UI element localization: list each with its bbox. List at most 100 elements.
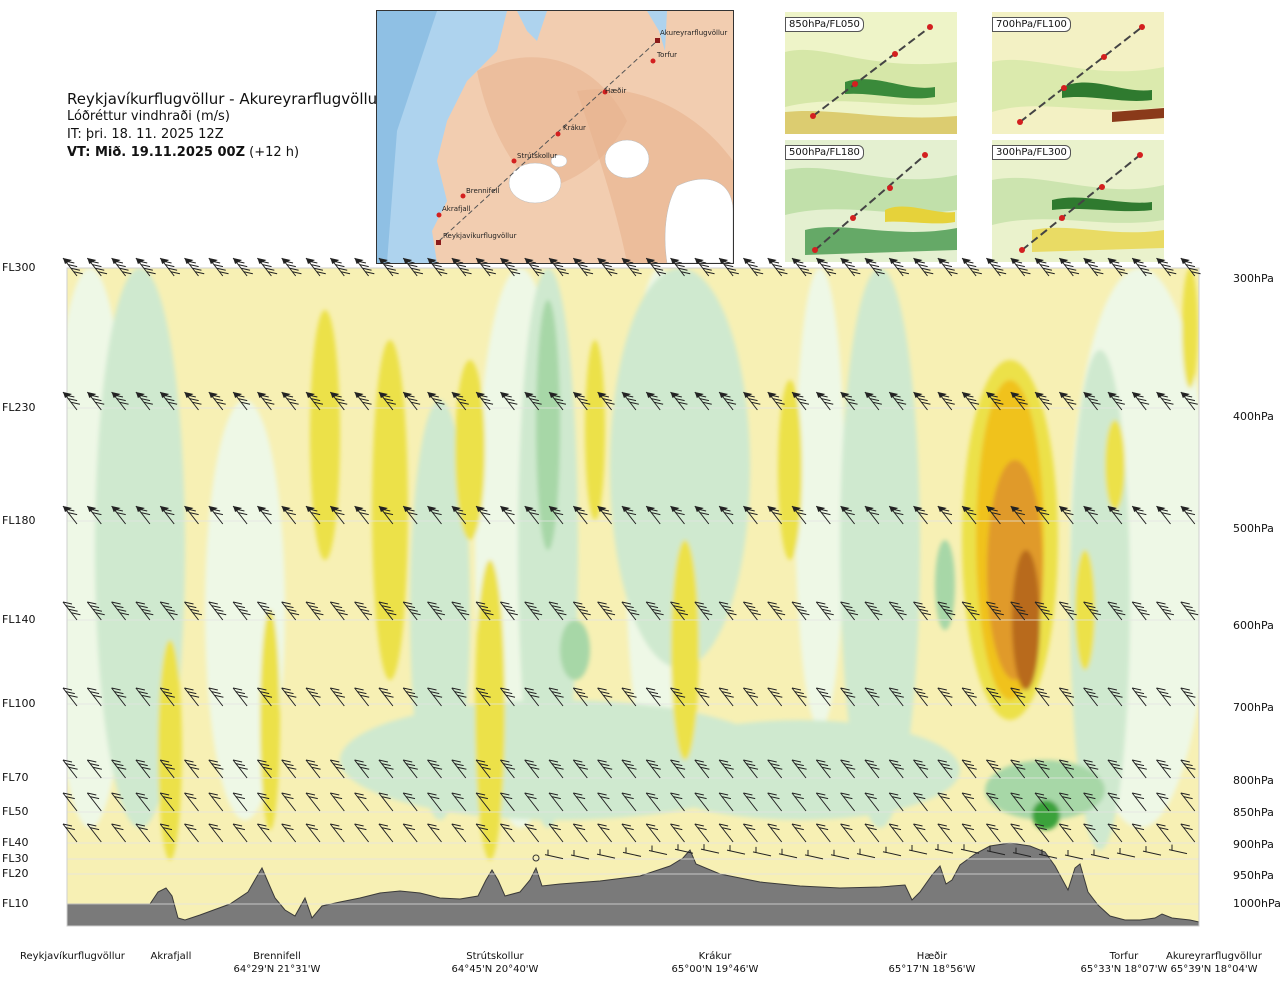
- wind-barb: [62, 687, 78, 707]
- wind-barb: [62, 505, 78, 525]
- wind-barb: [791, 505, 807, 525]
- wind-barb: [815, 601, 834, 621]
- wind-barb: [986, 823, 1001, 843]
- wind-barb: [159, 792, 175, 812]
- flight-level-label: FL40: [2, 836, 29, 849]
- wind-barb: [815, 391, 834, 411]
- wind-barb: [597, 391, 615, 411]
- wind-barb: [451, 391, 469, 411]
- wind-barb: [572, 601, 591, 621]
- wind-barb: [888, 391, 907, 411]
- wind-barb: [1058, 823, 1074, 843]
- flight-level-label: FL30: [2, 852, 29, 865]
- wind-barb: [621, 505, 637, 525]
- inset-500hpa[interactable]: 500hPa/FL180: [785, 140, 957, 262]
- wind-barb: [1180, 505, 1196, 525]
- wind-barb: [1083, 505, 1098, 525]
- wind-barb: [1107, 505, 1123, 525]
- wind-barb: [1083, 792, 1098, 812]
- calm-wind-marker: [532, 854, 540, 862]
- wind-barb: [572, 759, 589, 779]
- wind-barb: [232, 391, 251, 411]
- wind-barb: [86, 601, 105, 621]
- wind-barb: [572, 391, 591, 411]
- waypoint-coord: 65°39'N 18°04'W: [1170, 964, 1258, 975]
- wind-barb: [354, 823, 369, 843]
- wind-barb: [500, 759, 516, 779]
- wind-barb: [572, 823, 588, 843]
- wind-barb: [840, 687, 856, 707]
- wind-barb: [743, 391, 761, 411]
- wind-barb: [329, 505, 345, 525]
- wind-barb: [645, 687, 661, 707]
- wind-barb: [743, 257, 764, 277]
- wind-barb: [451, 759, 467, 779]
- wind-barb: [281, 759, 297, 779]
- inset-500hpa-label: 500hPa/FL180: [785, 145, 864, 160]
- wind-barb: [500, 792, 515, 812]
- wind-barb: [548, 759, 564, 779]
- wind-barb: [694, 391, 712, 411]
- wind-barb: [305, 257, 326, 277]
- wind-barb: [208, 823, 224, 843]
- field-title: Lóðréttur vindhraði (m/s): [67, 109, 230, 124]
- wind-barb: [232, 687, 248, 707]
- wind-barb: [86, 792, 102, 812]
- wind-barb: [354, 687, 370, 707]
- wind-barb: [232, 505, 248, 525]
- pressure-level-label: 800hPa: [1233, 774, 1274, 787]
- wind-barb: [718, 505, 734, 525]
- wind-barb: [1034, 792, 1050, 812]
- flight-level-label: FL300: [2, 261, 36, 274]
- wind-barb: [135, 257, 156, 277]
- waypoint-name: Hæðir: [916, 951, 948, 962]
- wind-barb: [354, 257, 375, 277]
- wind-barb: [329, 391, 348, 411]
- wind-barb: [257, 823, 272, 843]
- wind-barb: [791, 792, 807, 812]
- wind-barb: [840, 257, 861, 277]
- vertical-velocity-region: [158, 640, 182, 860]
- wind-barb: [694, 759, 710, 779]
- inset-850hpa[interactable]: 850hPa/FL050: [785, 12, 957, 134]
- wind-barb: [840, 823, 855, 843]
- wind-barb: [1180, 601, 1199, 621]
- map-label-haedir: Hæðir: [605, 87, 627, 95]
- map-label-krakur: Krákur: [563, 124, 586, 132]
- wind-barb: [864, 687, 880, 707]
- wind-barb: [888, 505, 904, 525]
- wind-barb: [1058, 792, 1074, 812]
- wind-barb: [1107, 792, 1123, 812]
- map-label-akrafjall: Akrafjall: [442, 205, 471, 213]
- waypoint-name: Akrafjall: [150, 951, 192, 962]
- wind-barb: [986, 792, 1001, 812]
- wind-barb: [257, 257, 278, 277]
- inset-300hpa[interactable]: 300hPa/FL300: [992, 140, 1164, 262]
- wind-barb: [596, 849, 616, 859]
- wind-barb: [1034, 505, 1050, 525]
- inset-850hpa-graphic: [785, 12, 957, 134]
- wind-barb: [864, 391, 882, 411]
- wind-barb: [62, 601, 81, 621]
- vertical-velocity-region: [610, 268, 750, 668]
- wind-barb: [354, 391, 372, 411]
- wind-barb: [621, 601, 640, 621]
- wind-barb: [232, 823, 248, 843]
- wind-barb: [961, 759, 977, 779]
- wind-barb: [937, 792, 953, 812]
- wind-barb: [232, 257, 253, 277]
- wind-barb: [208, 792, 224, 812]
- inset-700hpa[interactable]: 700hPa/FL100: [992, 12, 1164, 134]
- wind-barb: [743, 792, 758, 812]
- wind-barb: [718, 792, 734, 812]
- inset-300hpa-label: 300hPa/FL300: [992, 145, 1071, 160]
- waypoint-name: Reykjavíkurflugvöllur: [20, 951, 125, 962]
- wind-barb: [645, 759, 661, 779]
- wind-barb: [1010, 257, 1031, 277]
- wind-barb: [524, 792, 540, 812]
- wind-barb: [427, 505, 442, 525]
- wind-barb: [840, 601, 859, 621]
- wind-barb: [402, 792, 418, 812]
- wind-barb: [694, 823, 710, 843]
